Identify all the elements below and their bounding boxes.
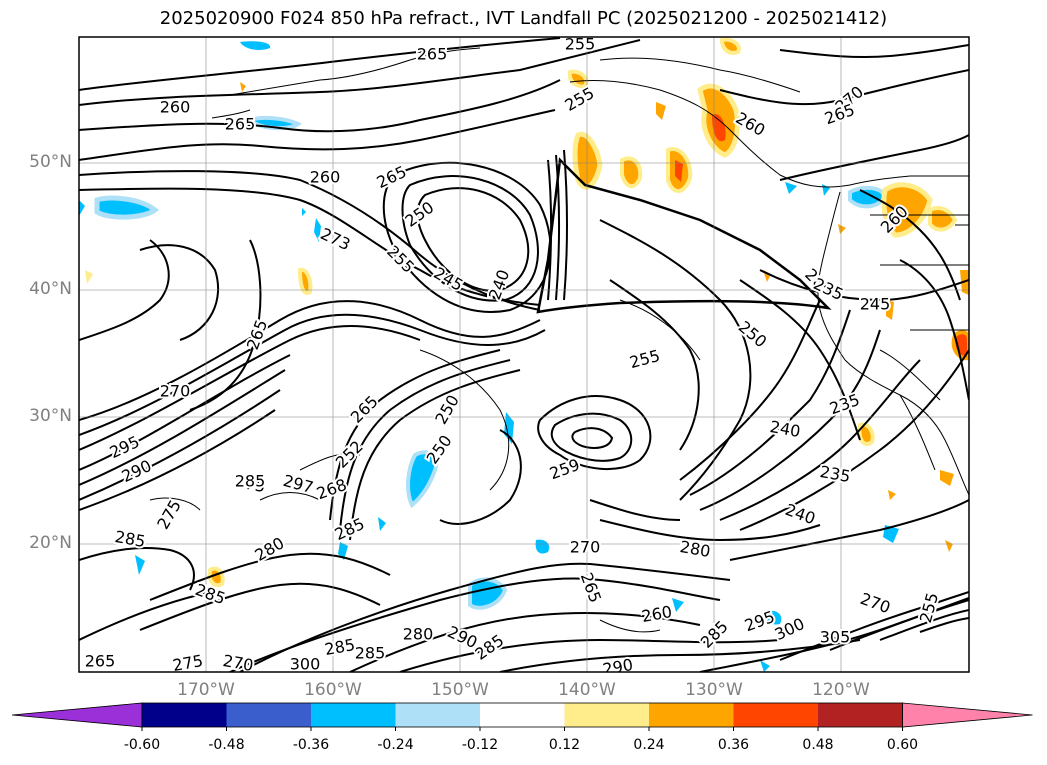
contour-label: 275: [171, 651, 204, 675]
coastlines: [211, 47, 969, 496]
lat-label-30n: 30°N: [29, 406, 72, 426]
contour-label: 290: [601, 655, 634, 679]
lat-label-40n: 40°N: [29, 279, 72, 299]
contour-label-halo: 245: [860, 295, 891, 314]
contour-label: 305: [820, 628, 851, 647]
lon-label-160w: 160°W: [304, 680, 362, 700]
lat-label-50n: 50°N: [29, 152, 72, 172]
contour-label-halo: 285: [355, 644, 386, 663]
ivt-landfall-outline: [536, 157, 832, 314]
contour-label-halo: 265: [225, 115, 256, 134]
contour-label: 270: [570, 538, 601, 557]
colorbar-tick-label: -0.60: [123, 737, 161, 753]
colorbar-tick-label: -0.36: [292, 737, 330, 753]
contour-label-halo: 275: [171, 651, 204, 675]
contour-label-halo: 305: [820, 628, 851, 647]
colorbar-tick-label: -0.48: [208, 737, 245, 753]
contour-label-halo: 265: [417, 45, 448, 64]
colorbar-tick-label: 0.12: [548, 737, 581, 753]
contour-label: 265: [85, 652, 116, 671]
contour-label: 285: [355, 644, 386, 663]
contour-label: 265: [417, 45, 448, 64]
lon-label-150w: 150°W: [431, 680, 489, 700]
contour-label: 270: [221, 651, 254, 675]
lon-label-140w: 140°W: [558, 680, 616, 700]
lon-label-130w: 130°W: [685, 680, 743, 700]
contour-label-halo: 255: [565, 35, 596, 54]
colorbar-tick-label: 0.36: [717, 737, 750, 753]
contour-label: 260: [310, 168, 341, 187]
graticule: [79, 37, 969, 672]
map-title: 2025020900 F024 850 hPa refract., IVT La…: [159, 8, 888, 29]
contour-label-halo: 285: [235, 472, 266, 491]
contour-label: 300: [290, 655, 321, 674]
lon-label-120w: 120°W: [812, 680, 870, 700]
colorbar-tick-label: 0.60: [886, 737, 919, 753]
map-frame: [78, 36, 970, 673]
colorbar-tick-label: -0.24: [377, 737, 414, 753]
shading-layer: [79, 37, 969, 672]
contour-label: 285: [235, 472, 266, 491]
contour-label-halo: 270: [570, 538, 601, 557]
contour-label: 245: [860, 295, 891, 314]
colorbar-tick-label: -0.12: [461, 737, 499, 753]
colorbar-tick-label: 0.24: [633, 737, 665, 753]
contour-label-halo: 265: [85, 652, 116, 671]
contour-label: 255: [565, 35, 596, 54]
contour-label-halo: 260: [160, 98, 191, 117]
lat-label-20n: 20°N: [29, 533, 72, 553]
contour-label-halo: 260: [310, 168, 341, 187]
contour-label-halo: 270: [160, 382, 191, 401]
colorbar-tick-label: 0.48: [802, 737, 834, 753]
contour-label: 270: [160, 382, 191, 401]
contour-label-halo: 300: [290, 655, 321, 674]
contour-label: 265: [225, 115, 256, 134]
contour-label-halo: 240: [768, 417, 801, 441]
contour-label-halo: 270: [221, 651, 254, 675]
lon-label-170w: 170°W: [177, 680, 235, 700]
contour-label-halo: 280: [403, 625, 434, 644]
contour-label: 280: [403, 625, 434, 644]
contour-label: 260: [160, 98, 191, 117]
